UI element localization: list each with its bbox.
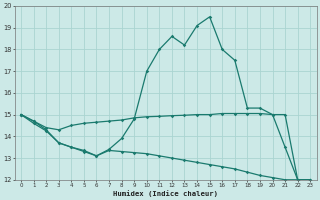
X-axis label: Humidex (Indice chaleur): Humidex (Indice chaleur): [113, 190, 218, 197]
